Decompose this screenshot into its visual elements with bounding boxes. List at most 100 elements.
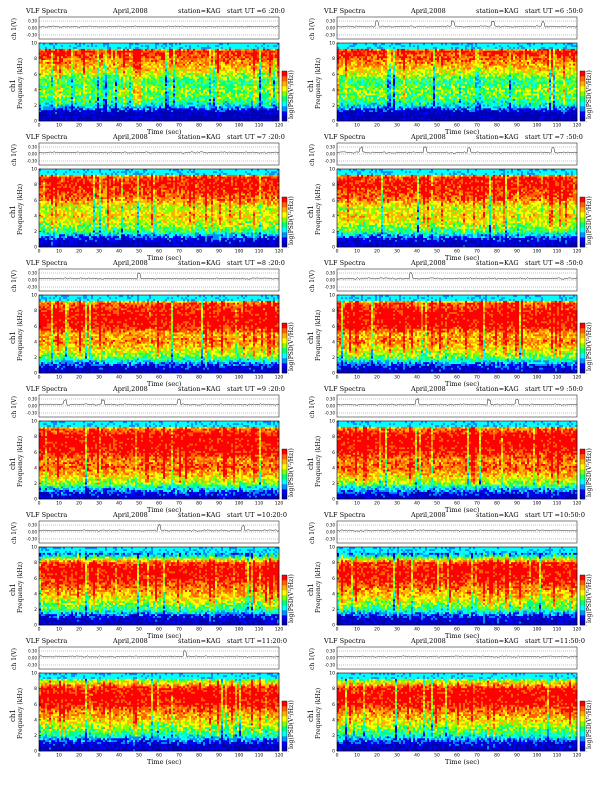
spectrogram-cell (229, 56, 231, 58)
spectrogram-cell (157, 86, 159, 88)
spectrogram-cell (93, 69, 95, 71)
spectrogram-cell (163, 65, 165, 67)
spectrogram-cell (123, 67, 125, 69)
spectrogram-cell (105, 75, 107, 77)
spectrogram-cell (129, 69, 131, 71)
spectrogram-cell (227, 91, 229, 93)
spectrogram-cell (49, 104, 51, 106)
spectrogram-cell (115, 49, 117, 51)
spectrogram-cell (211, 62, 213, 64)
spectrogram-cell (207, 95, 209, 97)
spectrogram-cell (239, 101, 241, 103)
spectrogram-cell (143, 88, 145, 90)
spectrogram-cell (101, 101, 103, 103)
spectrogram-cell (271, 112, 273, 114)
spectrogram-cell (105, 97, 107, 99)
spectrogram-cell (265, 89, 267, 91)
spectrogram-cell (105, 88, 107, 90)
spectrogram-cell (199, 110, 201, 112)
spectrogram-cell (197, 108, 199, 110)
spectrogram-cell (273, 75, 275, 77)
spectrogram-cell (157, 112, 159, 114)
spectrogram-cell (161, 73, 163, 75)
spectrogram-cell (257, 99, 259, 101)
spectrogram-cell (225, 76, 227, 78)
spectrogram-cell (165, 112, 167, 114)
spectrogram-cell (171, 114, 173, 116)
spectrogram-cell (231, 45, 233, 47)
spectrogram-cell (101, 82, 103, 84)
spectrogram-cell (245, 108, 247, 110)
spectrogram-cell (273, 95, 275, 97)
spectrogram-cell (205, 56, 207, 58)
spectrogram-cell (133, 102, 135, 104)
spectrogram-cell (271, 86, 273, 88)
spectrogram-cell (93, 67, 95, 69)
spectrogram-cell (159, 63, 161, 65)
spectrogram-cell (177, 84, 179, 86)
spectrogram-cell (213, 63, 215, 65)
spectrogram-cell (165, 50, 167, 52)
spectrogram-cell (65, 104, 67, 106)
spectrogram-cell (63, 56, 65, 58)
spectrogram-cell (79, 95, 81, 97)
spectrogram-cell (87, 95, 89, 97)
spectrogram-cell (201, 99, 203, 101)
spectrogram-cell (97, 56, 99, 58)
spectrogram-cell (97, 99, 99, 101)
spectrogram-cell (187, 71, 189, 73)
spectrogram-cell (191, 101, 193, 103)
spectrogram-cell (191, 52, 193, 54)
spectrogram-cell (213, 86, 215, 88)
spectrogram-cell (185, 58, 187, 60)
spectrogram-cell (193, 91, 195, 93)
spectrogram-cell (129, 97, 131, 99)
spectrogram-cell (41, 117, 43, 119)
spectrogram-cell (73, 104, 75, 106)
spectrogram-cell (243, 45, 245, 47)
spectrogram-cell (223, 67, 225, 69)
spectrogram-cell (119, 102, 121, 104)
spectrogram-cell (111, 112, 113, 114)
spectrogram-cell (45, 117, 47, 119)
spectrogram-cell (45, 75, 47, 77)
spectrogram-cell (83, 56, 85, 58)
spectrogram-cell (201, 75, 203, 77)
spectrogram-cell (211, 89, 213, 91)
spectrogram-cell (247, 99, 249, 101)
spectrogram-cell (227, 63, 229, 65)
spectrogram-cell (53, 73, 55, 75)
spectrogram-cell (205, 60, 207, 62)
spectrogram-cell (53, 80, 55, 82)
spectrogram-cell (173, 115, 175, 117)
spectrogram-cell (95, 110, 97, 112)
spectrogram-cell (115, 58, 117, 60)
spectrogram-cell (249, 75, 251, 77)
spectrogram-cell (199, 80, 201, 82)
spectrogram-cell (83, 78, 85, 80)
spectrogram-cell (165, 52, 167, 54)
spectrogram-cell (149, 82, 151, 84)
spectrogram-cell (259, 80, 261, 82)
spectrogram-cell (159, 101, 161, 103)
spectrogram-cell (109, 69, 111, 71)
spectrogram-cell (81, 99, 83, 101)
spectrogram-cell (271, 102, 273, 104)
spectrogram-cell (173, 91, 175, 93)
spectrogram-cell (265, 95, 267, 97)
spectrogram-cell (67, 62, 69, 64)
spectrogram-cell (77, 78, 79, 80)
spectrogram-cell (193, 117, 195, 119)
spectrogram-cell (175, 82, 177, 84)
spectrogram-cell (79, 43, 81, 45)
spectrogram-cell (177, 47, 179, 49)
spectrogram-cell (195, 78, 197, 80)
spectrogram-cell (175, 56, 177, 58)
spectrogram-cell (77, 80, 79, 82)
spectrogram-cell (243, 78, 245, 80)
spectrogram-cell (245, 115, 247, 117)
spectrogram-cell (203, 88, 205, 90)
spectrogram-cell (53, 91, 55, 93)
spectrogram-cell (129, 112, 131, 114)
spectrogram-cell (167, 75, 169, 77)
